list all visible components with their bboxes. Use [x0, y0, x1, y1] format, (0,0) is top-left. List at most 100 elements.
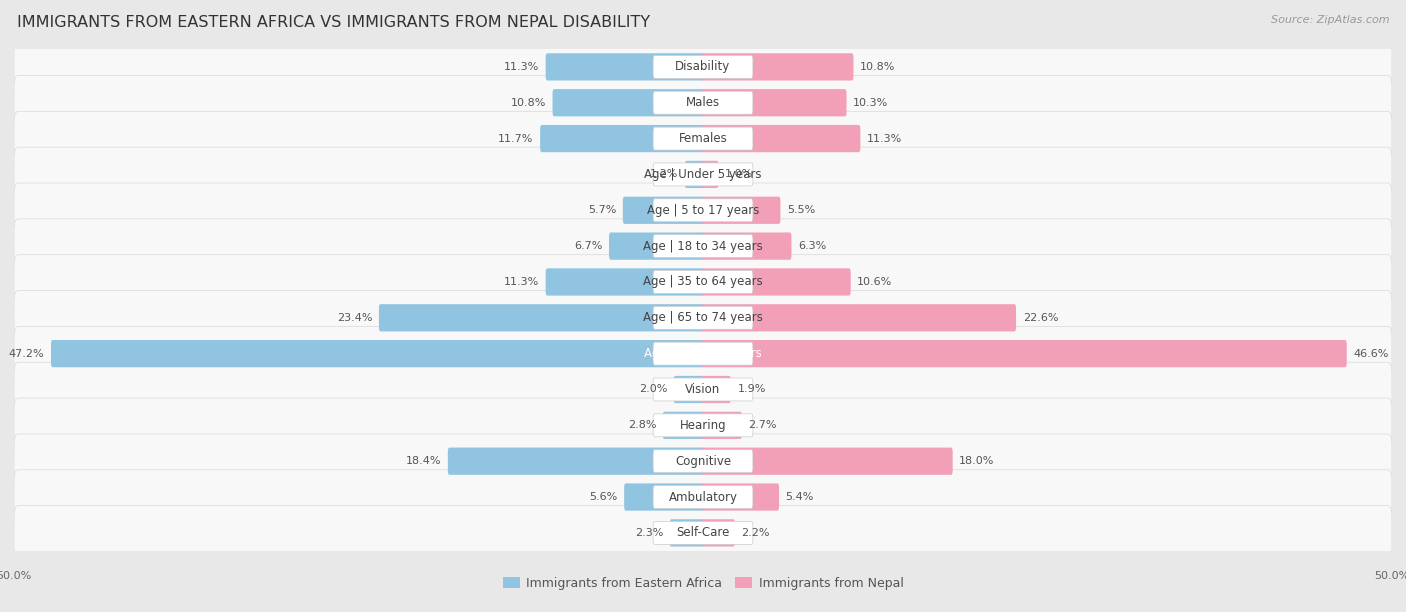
- Text: Age | Over 75 years: Age | Over 75 years: [644, 347, 762, 360]
- Text: Cognitive: Cognitive: [675, 455, 731, 468]
- FancyBboxPatch shape: [702, 268, 851, 296]
- Text: 18.4%: 18.4%: [406, 456, 441, 466]
- FancyBboxPatch shape: [654, 127, 752, 150]
- FancyBboxPatch shape: [702, 412, 742, 439]
- Text: 10.3%: 10.3%: [853, 98, 889, 108]
- Text: 5.6%: 5.6%: [589, 492, 617, 502]
- Text: 2.3%: 2.3%: [634, 528, 664, 538]
- FancyBboxPatch shape: [14, 255, 1392, 309]
- FancyBboxPatch shape: [702, 89, 846, 116]
- FancyBboxPatch shape: [14, 147, 1392, 202]
- FancyBboxPatch shape: [654, 378, 752, 401]
- Text: 2.2%: 2.2%: [741, 528, 770, 538]
- Text: Disability: Disability: [675, 61, 731, 73]
- Text: 18.0%: 18.0%: [959, 456, 994, 466]
- Text: 1.2%: 1.2%: [650, 170, 678, 179]
- FancyBboxPatch shape: [702, 340, 1347, 367]
- FancyBboxPatch shape: [51, 340, 704, 367]
- FancyBboxPatch shape: [662, 412, 704, 439]
- FancyBboxPatch shape: [14, 291, 1392, 345]
- Text: 2.8%: 2.8%: [627, 420, 657, 430]
- FancyBboxPatch shape: [702, 304, 1017, 332]
- FancyBboxPatch shape: [702, 125, 860, 152]
- Text: 6.7%: 6.7%: [574, 241, 602, 251]
- Text: Females: Females: [679, 132, 727, 145]
- Text: 10.8%: 10.8%: [860, 62, 896, 72]
- Text: Ambulatory: Ambulatory: [668, 491, 738, 504]
- Text: 11.3%: 11.3%: [503, 277, 538, 287]
- Text: 46.6%: 46.6%: [1354, 349, 1389, 359]
- FancyBboxPatch shape: [654, 271, 752, 293]
- FancyBboxPatch shape: [654, 485, 752, 509]
- FancyBboxPatch shape: [14, 326, 1392, 381]
- FancyBboxPatch shape: [702, 376, 731, 403]
- Text: Males: Males: [686, 96, 720, 109]
- Text: 11.3%: 11.3%: [503, 62, 538, 72]
- FancyBboxPatch shape: [14, 111, 1392, 166]
- FancyBboxPatch shape: [14, 362, 1392, 417]
- FancyBboxPatch shape: [14, 434, 1392, 488]
- FancyBboxPatch shape: [685, 161, 704, 188]
- FancyBboxPatch shape: [546, 268, 704, 296]
- Text: 6.3%: 6.3%: [799, 241, 827, 251]
- Text: 5.4%: 5.4%: [786, 492, 814, 502]
- Text: 11.3%: 11.3%: [868, 133, 903, 144]
- FancyBboxPatch shape: [702, 483, 779, 510]
- Text: 1.0%: 1.0%: [725, 170, 754, 179]
- Text: 10.6%: 10.6%: [858, 277, 893, 287]
- Text: 2.7%: 2.7%: [748, 420, 778, 430]
- FancyBboxPatch shape: [553, 89, 704, 116]
- Text: Source: ZipAtlas.com: Source: ZipAtlas.com: [1271, 15, 1389, 25]
- FancyBboxPatch shape: [702, 519, 735, 547]
- FancyBboxPatch shape: [654, 342, 752, 365]
- Text: Age | 5 to 17 years: Age | 5 to 17 years: [647, 204, 759, 217]
- Text: 22.6%: 22.6%: [1022, 313, 1059, 323]
- FancyBboxPatch shape: [609, 233, 704, 259]
- Text: 50.0%: 50.0%: [1374, 570, 1406, 581]
- FancyBboxPatch shape: [14, 40, 1392, 94]
- Text: 11.7%: 11.7%: [498, 133, 533, 144]
- FancyBboxPatch shape: [702, 196, 780, 224]
- Text: Age | 35 to 64 years: Age | 35 to 64 years: [643, 275, 763, 288]
- Legend: Immigrants from Eastern Africa, Immigrants from Nepal: Immigrants from Eastern Africa, Immigran…: [498, 572, 908, 595]
- FancyBboxPatch shape: [654, 307, 752, 329]
- FancyBboxPatch shape: [624, 483, 704, 510]
- FancyBboxPatch shape: [14, 183, 1392, 237]
- Text: Self-Care: Self-Care: [676, 526, 730, 539]
- FancyBboxPatch shape: [14, 506, 1392, 560]
- FancyBboxPatch shape: [623, 196, 704, 224]
- FancyBboxPatch shape: [14, 470, 1392, 524]
- FancyBboxPatch shape: [654, 163, 752, 186]
- FancyBboxPatch shape: [654, 91, 752, 114]
- Text: 5.7%: 5.7%: [588, 205, 616, 215]
- FancyBboxPatch shape: [702, 161, 718, 188]
- FancyBboxPatch shape: [702, 233, 792, 259]
- FancyBboxPatch shape: [540, 125, 704, 152]
- FancyBboxPatch shape: [654, 450, 752, 472]
- Text: 47.2%: 47.2%: [8, 349, 45, 359]
- Text: 50.0%: 50.0%: [0, 570, 32, 581]
- Text: Age | 18 to 34 years: Age | 18 to 34 years: [643, 240, 763, 253]
- FancyBboxPatch shape: [654, 56, 752, 78]
- Text: Age | 65 to 74 years: Age | 65 to 74 years: [643, 312, 763, 324]
- FancyBboxPatch shape: [669, 519, 704, 547]
- FancyBboxPatch shape: [654, 199, 752, 222]
- FancyBboxPatch shape: [702, 447, 953, 475]
- FancyBboxPatch shape: [14, 219, 1392, 274]
- FancyBboxPatch shape: [654, 414, 752, 437]
- Text: 2.0%: 2.0%: [638, 384, 668, 395]
- FancyBboxPatch shape: [673, 376, 704, 403]
- Text: Vision: Vision: [685, 383, 721, 396]
- Text: Hearing: Hearing: [679, 419, 727, 432]
- FancyBboxPatch shape: [654, 521, 752, 544]
- FancyBboxPatch shape: [702, 53, 853, 81]
- Text: 10.8%: 10.8%: [510, 98, 546, 108]
- FancyBboxPatch shape: [14, 75, 1392, 130]
- FancyBboxPatch shape: [14, 398, 1392, 453]
- Text: 5.5%: 5.5%: [787, 205, 815, 215]
- FancyBboxPatch shape: [546, 53, 704, 81]
- FancyBboxPatch shape: [654, 234, 752, 258]
- Text: Age | Under 5 years: Age | Under 5 years: [644, 168, 762, 181]
- FancyBboxPatch shape: [449, 447, 704, 475]
- Text: IMMIGRANTS FROM EASTERN AFRICA VS IMMIGRANTS FROM NEPAL DISABILITY: IMMIGRANTS FROM EASTERN AFRICA VS IMMIGR…: [17, 15, 650, 31]
